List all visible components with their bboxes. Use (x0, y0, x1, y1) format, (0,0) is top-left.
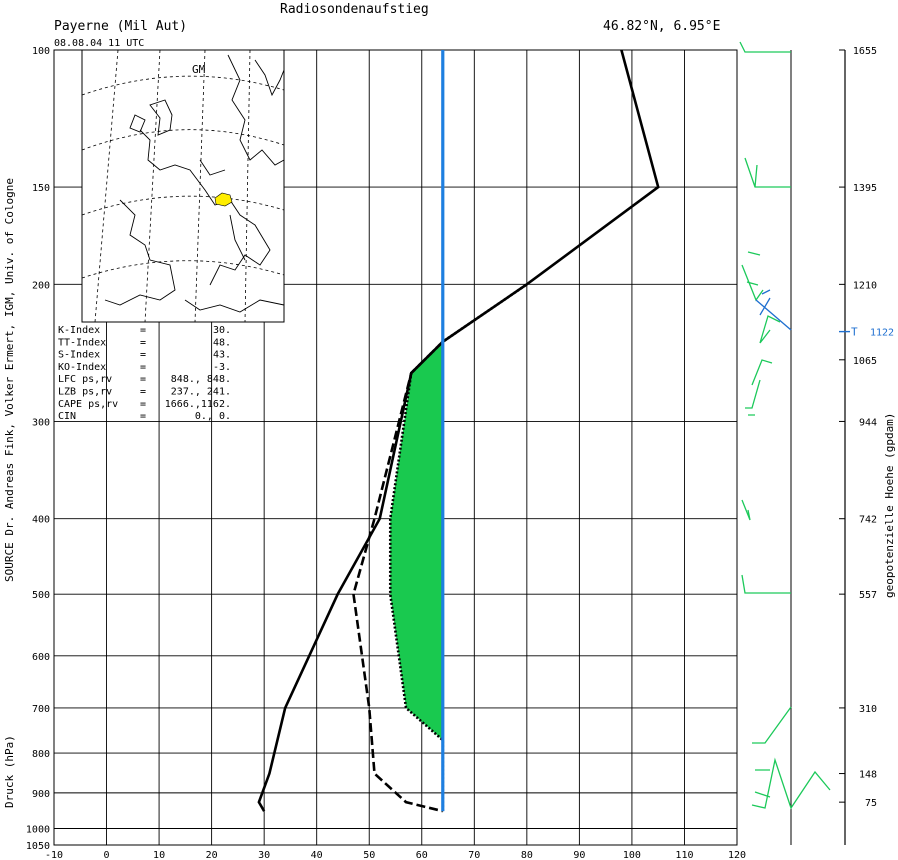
y-tick-label: 900 (32, 789, 50, 800)
x-tick-label: 120 (728, 850, 746, 860)
index-value: 237., 241. (171, 387, 231, 398)
x-tick-label: 100 (623, 850, 641, 860)
y-tick-label: 800 (32, 749, 50, 760)
index-value: -3. (213, 362, 231, 373)
x-tick-label: 20 (206, 850, 218, 860)
series-line-solid-black (257, 49, 660, 812)
wind-barbs (739, 41, 831, 845)
index-value: 48. (213, 337, 231, 348)
index-eq: = (140, 337, 146, 348)
sounding-datetime: 08.08.04 11 UTC (54, 38, 144, 49)
cape-area (390, 341, 443, 741)
index-name: LFC ps,rv (58, 374, 112, 385)
tropopause-symbol: T (851, 326, 858, 339)
index-value: 43. (213, 350, 231, 361)
station-coords: 46.82°N, 6.95°E (603, 19, 720, 34)
y-tick-label: 600 (32, 652, 50, 663)
y-tick-label: 300 (32, 417, 50, 428)
pressure-axis-label: Druck (hPa) (3, 735, 16, 808)
height-tick-label: 1395 (853, 183, 877, 194)
map-label: GM (192, 63, 206, 76)
height-tick-label: 944 (859, 417, 877, 428)
index-eq: = (140, 362, 146, 373)
y-tick-label: 700 (32, 704, 50, 715)
index-name: CIN (58, 411, 76, 422)
index-eq: = (140, 350, 146, 361)
height-axis-label: geopotenzielle Hoehe (gpdam) (883, 413, 896, 598)
y-tick-label: 1000 (26, 825, 50, 836)
index-name: K-Index (58, 325, 100, 336)
index-name: LZB ps,rv (58, 387, 112, 398)
y-tick-label: 200 (32, 280, 50, 291)
x-tick-label: 30 (258, 850, 270, 860)
index-value: 1666.,1162. (165, 399, 231, 410)
index-name: KO-Index (58, 362, 106, 373)
height-tick-label: 310 (859, 704, 877, 715)
height-tick-label: 1065 (853, 356, 877, 367)
station-marker (214, 192, 233, 207)
x-tick-label: 60 (416, 850, 428, 860)
x-tick-label: -10 (45, 850, 63, 860)
index-eq: = (140, 374, 146, 385)
y-tick-label: 150 (32, 183, 50, 194)
station-name: Payerne (Mil Aut) (54, 19, 187, 34)
height-tick-label: 1655 (853, 46, 877, 57)
index-eq: = (140, 399, 146, 410)
sounding-lines (257, 49, 660, 813)
height-tick-label: 742 (859, 515, 877, 526)
height-tick-label: 75 (865, 798, 877, 809)
y-tick-label: 1050 (26, 841, 50, 852)
chart-title: Radiosondenaufstieg (280, 2, 429, 17)
y-tick-label: 400 (32, 515, 50, 526)
x-tick-label: 90 (573, 850, 585, 860)
x-tick-label: 50 (363, 850, 375, 860)
y-tick-label: 500 (32, 590, 50, 601)
x-tick-label: 80 (521, 850, 533, 860)
axis-ticks: -10 0 10 20 30 40 50 60 70 80 90 100 110 120 100 150 200… (26, 46, 877, 860)
height-tick-label: 557 (859, 590, 877, 601)
series-line-dashed-black (352, 340, 444, 813)
x-tick-label: 10 (153, 850, 165, 860)
plot-frame (53, 49, 738, 846)
location-map: GM (81, 49, 285, 323)
height-tick-label: 148 (859, 770, 877, 781)
index-name: S-Index (58, 350, 100, 361)
tropopause-marker: T 1122 (839, 326, 894, 339)
height-tick-label: 1210 (853, 280, 877, 291)
index-eq: = (140, 411, 146, 422)
index-name: CAPE ps,rv (58, 399, 118, 410)
index-eq: = (140, 387, 146, 398)
stability-indices: K-Index = 30. TT-Index = 48. S-Index = 43. KO-Ind… (58, 325, 231, 422)
source-label: SOURCE Dr. Andreas Fink, Volker Ermert, … (3, 178, 16, 582)
x-tick-label: 70 (468, 850, 480, 860)
index-eq: = (140, 325, 146, 336)
index-name: TT-Index (58, 337, 106, 348)
index-value: 30. (213, 325, 231, 336)
x-tick-label: 0 (104, 850, 110, 860)
series-line-dotted-parcel (388, 283, 528, 812)
tropopause-height: 1122 (870, 328, 894, 339)
x-tick-label: 40 (311, 850, 323, 860)
x-tick-label: 110 (675, 850, 693, 860)
y-tick-label: 100 (32, 46, 50, 57)
index-value: 0., 0. (195, 411, 231, 422)
index-value: 848., 848. (171, 374, 231, 385)
cape-polygon (390, 341, 443, 741)
